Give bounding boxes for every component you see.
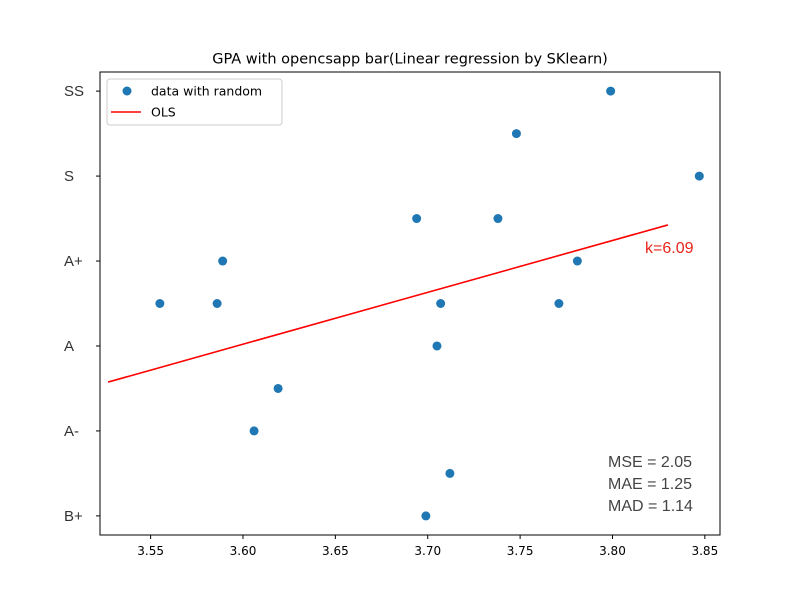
data-point — [572, 256, 582, 266]
y-tick-label: A- — [64, 423, 79, 440]
series-layer — [107, 86, 704, 521]
y-tick-label: A+ — [64, 253, 83, 270]
data-point — [218, 256, 228, 266]
annotations: k=6.09 MSE = 2.05 MAE = 1.25 MAD = 1.14 — [608, 240, 694, 515]
slope-annotation: k=6.09 — [645, 240, 694, 257]
x-tick-label: 3.75 — [507, 544, 534, 558]
y-tick-label: S — [64, 168, 82, 185]
data-point — [212, 299, 222, 308]
data-point — [421, 511, 431, 521]
stat-annotation: MAE = 1.25 — [608, 476, 692, 493]
data-point — [493, 214, 503, 224]
data-point — [511, 129, 521, 139]
y-tick-label: A — [64, 338, 82, 355]
data-point — [249, 426, 259, 436]
legend-box — [106, 78, 283, 126]
x-tick-label: 3.80 — [599, 544, 626, 558]
data-point — [273, 383, 283, 393]
x-tick-label: 3.70 — [414, 544, 441, 558]
legend-label-data: data with random — [151, 84, 262, 99]
data-point — [606, 86, 616, 96]
x-tick-label: 3.85 — [691, 544, 718, 558]
data-point — [412, 214, 422, 224]
stat-annotation: MSE = 2.05 — [608, 454, 692, 471]
x-tick-label: 3.65 — [322, 544, 349, 558]
data-point — [554, 299, 564, 308]
stat-annotation: MAD = 1.14 — [608, 498, 693, 515]
legend-label-ols: OLS — [151, 105, 176, 120]
data-point — [432, 341, 442, 351]
plot-area — [99, 71, 721, 536]
data-point — [155, 299, 165, 308]
y-axis-ticks: B+ A- A A+ S SS — [64, 83, 100, 525]
data-point — [436, 299, 446, 308]
data-point — [694, 171, 704, 181]
y-tick-label: B+ — [64, 508, 83, 525]
ols-regression-line — [107, 224, 669, 383]
x-axis-ticks: 3.55 3.60 3.65 3.70 3.75 3.80 3.85 — [137, 535, 718, 558]
legend: data with random OLS — [106, 78, 283, 126]
data-point — [445, 468, 455, 478]
x-tick-label: 3.55 — [137, 544, 164, 558]
x-tick-label: 3.60 — [230, 544, 257, 558]
y-tick-label: SS — [64, 83, 84, 100]
legend-marker-data — [122, 86, 132, 96]
chart-title: GPA with opencsapp bar(Linear regression… — [212, 52, 608, 68]
